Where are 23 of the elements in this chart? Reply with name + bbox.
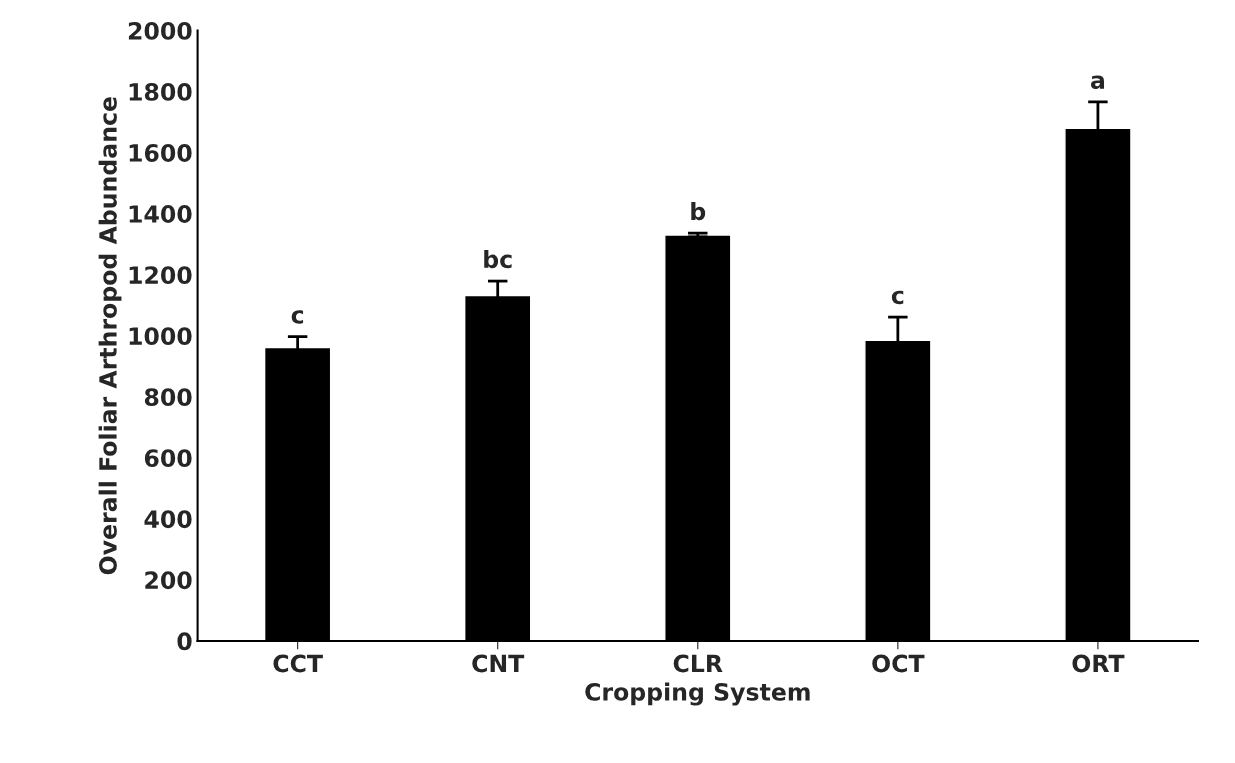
x-tick-label: CNT bbox=[472, 654, 525, 673]
y-tick-label: 0 bbox=[177, 632, 192, 651]
y-tick-label: 1000 bbox=[129, 327, 192, 346]
x-tick-label: OCT bbox=[872, 654, 925, 673]
x-tick-label: ORT bbox=[1072, 654, 1125, 673]
y-tick-label: 1800 bbox=[129, 83, 192, 101]
y-tick-label: 1200 bbox=[129, 266, 192, 284]
y-tick-label: 2000 bbox=[128, 21, 192, 40]
y-tick-label: 1400 bbox=[129, 205, 192, 223]
y-tick-label: 400 bbox=[144, 510, 192, 529]
annotation: c bbox=[891, 290, 904, 305]
y-axis-title: Overall Foliar Arthropod Abundance bbox=[98, 97, 122, 575]
annotation: a bbox=[1090, 75, 1105, 90]
y-tick-label: 600 bbox=[144, 449, 192, 468]
y-tick-label: 200 bbox=[145, 571, 192, 590]
annotation: b bbox=[691, 201, 706, 221]
annotation: bc bbox=[484, 249, 512, 269]
x-tick-label: CLR bbox=[673, 654, 723, 673]
x-tick-label: CCT bbox=[273, 654, 323, 673]
x-axis-title: Cropping System bbox=[585, 682, 810, 706]
y-tick-label: 1600 bbox=[129, 144, 192, 162]
annotation: c bbox=[291, 310, 304, 324]
y-tick-label: 800 bbox=[144, 388, 192, 407]
